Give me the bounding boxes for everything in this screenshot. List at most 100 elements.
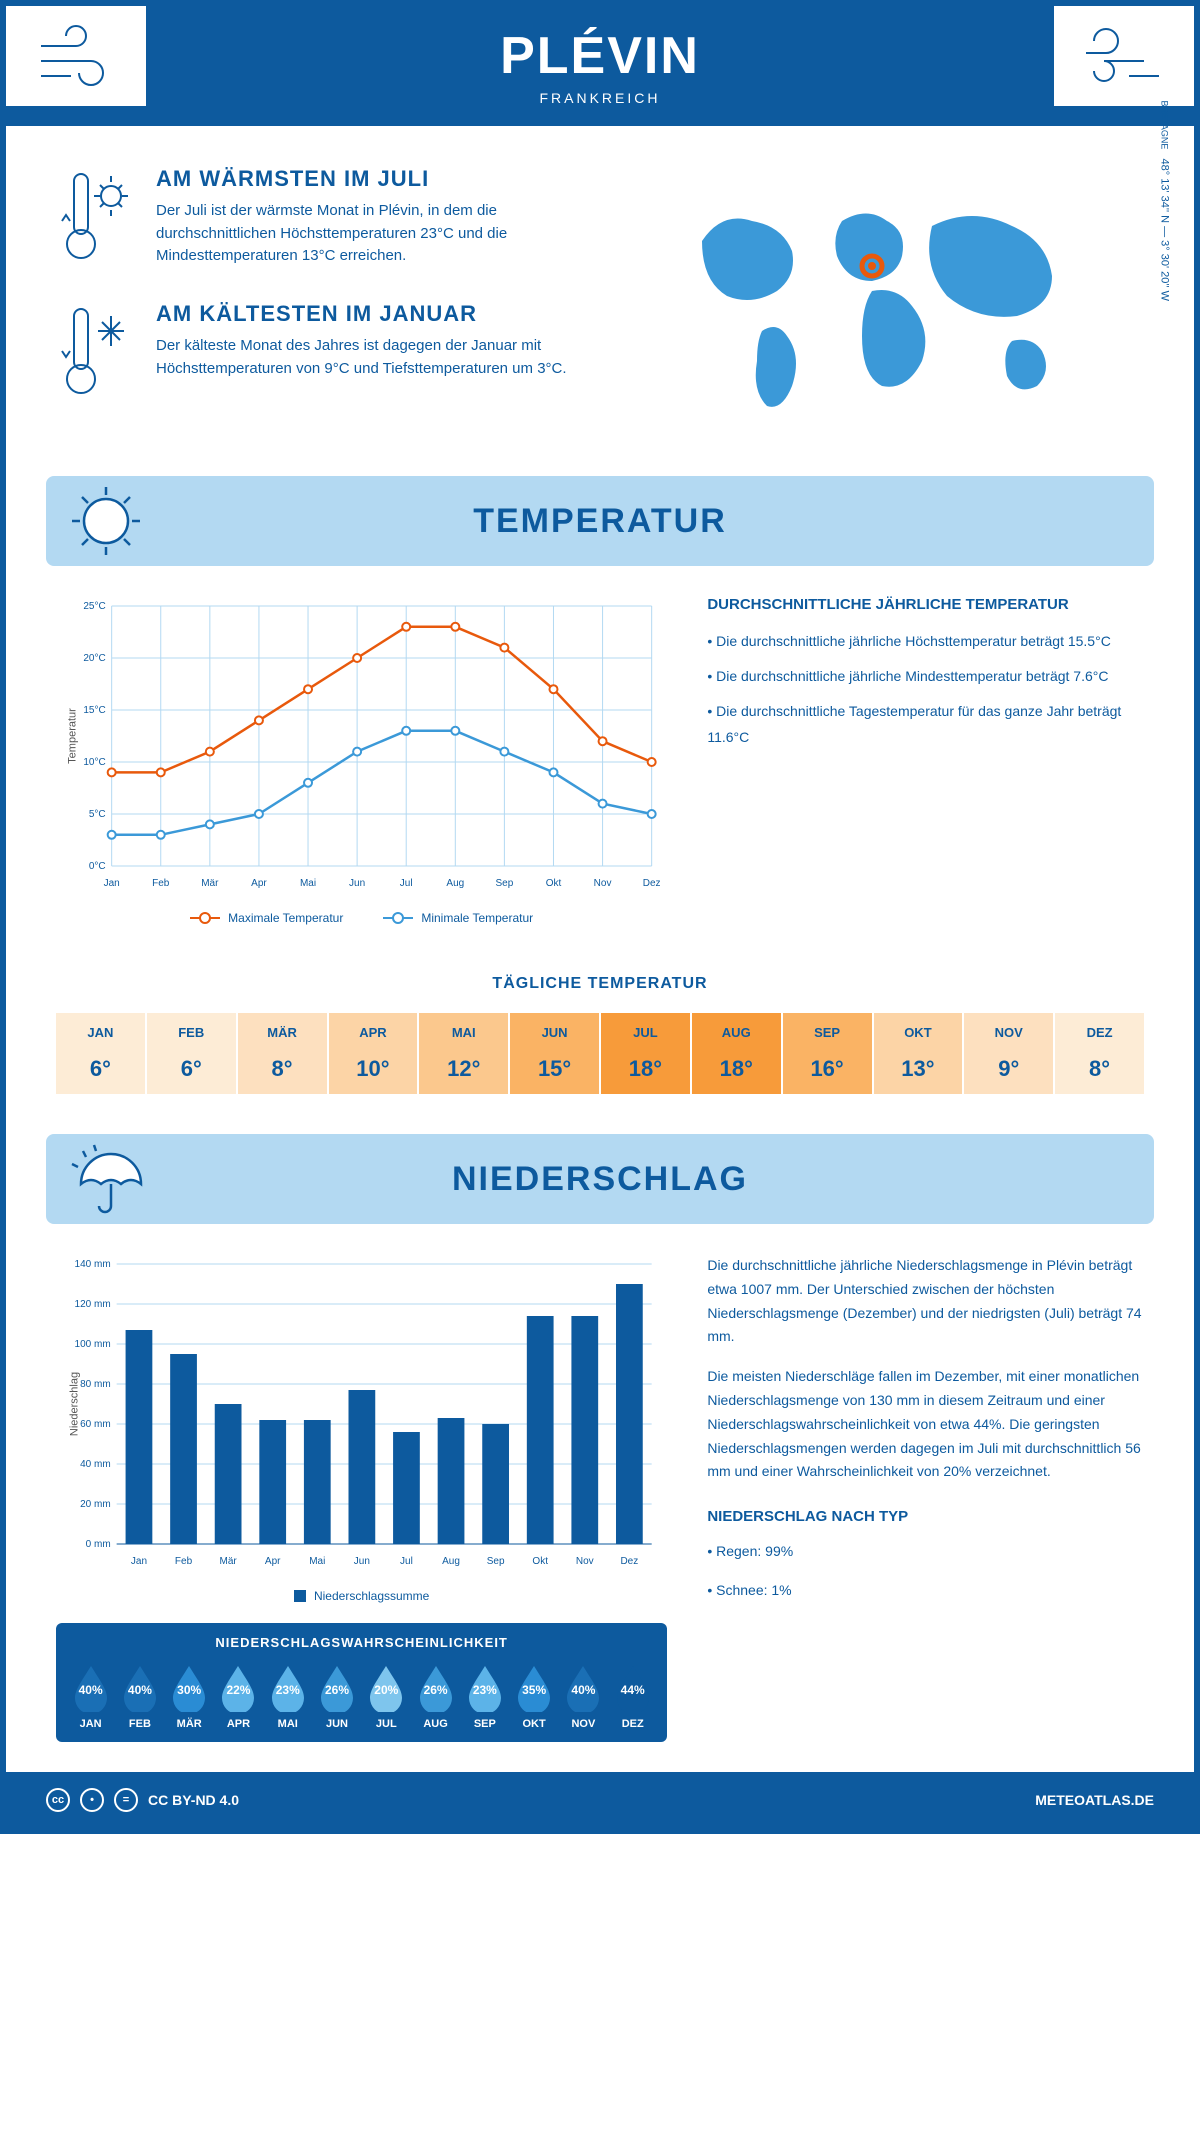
warmest-text: Der Juli ist der wärmste Monat in Plévin… bbox=[156, 200, 580, 268]
umbrella-icon bbox=[66, 1139, 146, 1219]
svg-text:Apr: Apr bbox=[265, 1556, 281, 1567]
temperature-line-chart: 0°C5°C10°C15°C20°C25°CJanFebMärAprMaiJun… bbox=[56, 596, 667, 925]
legend-precip: Niederschlagssumme bbox=[294, 1589, 429, 1603]
temp-text-1: • Die durchschnittliche jährliche Höchst… bbox=[707, 629, 1144, 654]
svg-text:Mär: Mär bbox=[220, 1556, 238, 1567]
precip-p2: Die meisten Niederschläge fallen im Deze… bbox=[707, 1365, 1144, 1484]
svg-text:Sep: Sep bbox=[495, 878, 513, 889]
svg-text:Jan: Jan bbox=[131, 1556, 147, 1567]
svg-text:40 mm: 40 mm bbox=[80, 1459, 111, 1470]
precip-probability-box: NIEDERSCHLAGSWAHRSCHEINLICHKEIT 40% JAN … bbox=[56, 1623, 667, 1742]
by-icon: • bbox=[80, 1788, 104, 1812]
temp-cell: AUG18° bbox=[692, 1013, 781, 1094]
prob-cell: 40% JAN bbox=[68, 1662, 113, 1730]
wind-deco-left bbox=[6, 6, 146, 106]
svg-text:Jan: Jan bbox=[104, 878, 120, 889]
daily-temp-grid: JAN6° FEB6° MÄR8° APR10° MAI12° JUN15° J… bbox=[56, 1013, 1144, 1094]
svg-text:15°C: 15°C bbox=[83, 705, 105, 716]
svg-text:120 mm: 120 mm bbox=[75, 1299, 111, 1310]
temp-cell: SEP16° bbox=[783, 1013, 872, 1094]
wind-deco-right bbox=[1054, 6, 1194, 106]
svg-text:Aug: Aug bbox=[446, 878, 464, 889]
svg-text:Sep: Sep bbox=[487, 1556, 505, 1567]
precipitation-bar-chart: 0 mm 20 mm 40 mm 60 mm 80 mm 100 mm 120 mm 140 … bbox=[56, 1254, 667, 1603]
header: PLÉVIN FRANKREICH bbox=[6, 6, 1194, 126]
temp-cell: APR10° bbox=[329, 1013, 418, 1094]
prob-cell: 30% MÄR bbox=[167, 1662, 212, 1730]
svg-text:Temperatur: Temperatur bbox=[67, 708, 79, 764]
precip-type-heading: NIEDERSCHLAG NACH TYP bbox=[707, 1504, 1144, 1530]
prob-cell: 35% OKT bbox=[511, 1662, 556, 1730]
svg-text:Mai: Mai bbox=[309, 1556, 325, 1567]
temp-text-2: • Die durchschnittliche jährliche Mindes… bbox=[707, 664, 1144, 689]
prob-cell: 26% JUN bbox=[314, 1662, 359, 1730]
warmest-title: AM WÄRMSTEN IM JULI bbox=[156, 166, 580, 192]
warmest-fact: AM WÄRMSTEN IM JULI Der Juli ist der wär… bbox=[56, 166, 580, 271]
svg-text:Apr: Apr bbox=[251, 878, 267, 889]
world-map: BRETAGNE 48° 13' 34'' N — 3° 30' 20'' W bbox=[620, 166, 1144, 436]
svg-text:80 mm: 80 mm bbox=[80, 1379, 111, 1390]
prob-cell: 23% SEP bbox=[462, 1662, 507, 1730]
temp-section-header: TEMPERATUR bbox=[46, 476, 1154, 566]
coldest-text: Der kälteste Monat des Jahres ist dagege… bbox=[156, 335, 580, 380]
precip-rain: • Regen: 99% bbox=[707, 1540, 1144, 1564]
site-name: METEOATLAS.DE bbox=[1035, 1792, 1154, 1808]
svg-text:140 mm: 140 mm bbox=[75, 1259, 111, 1270]
temp-cell: JAN6° bbox=[56, 1013, 145, 1094]
svg-text:Nov: Nov bbox=[594, 878, 612, 889]
coldest-title: AM KÄLTESTEN IM JANUAR bbox=[156, 301, 580, 327]
prob-cell: 40% NOV bbox=[561, 1662, 606, 1730]
temp-cell: JUL18° bbox=[601, 1013, 690, 1094]
svg-text:20 mm: 20 mm bbox=[80, 1499, 111, 1510]
precip-heading: NIEDERSCHLAG bbox=[452, 1160, 748, 1199]
svg-text:60 mm: 60 mm bbox=[80, 1419, 111, 1430]
svg-text:Mai: Mai bbox=[300, 878, 316, 889]
legend-max: .legend-item:nth-child(1) .legend-line::… bbox=[190, 911, 343, 925]
thermometer-cold-icon bbox=[56, 301, 136, 406]
prob-cell: 26% AUG bbox=[413, 1662, 458, 1730]
license-text: CC BY-ND 4.0 bbox=[148, 1792, 239, 1808]
svg-text:10°C: 10°C bbox=[83, 757, 105, 768]
coldest-fact: AM KÄLTESTEN IM JANUAR Der kälteste Mona… bbox=[56, 301, 580, 406]
svg-text:Jun: Jun bbox=[354, 1556, 370, 1567]
coordinates: BRETAGNE 48° 13' 34'' N — 3° 30' 20'' W bbox=[1158, 101, 1170, 301]
svg-text:Okt: Okt bbox=[532, 1556, 548, 1567]
svg-text:Nov: Nov bbox=[576, 1556, 594, 1567]
temp-cell: MAI12° bbox=[419, 1013, 508, 1094]
legend-min: .legend-item:nth-child(2) .legend-line::… bbox=[383, 911, 533, 925]
svg-text:5°C: 5°C bbox=[89, 809, 106, 820]
svg-text:Dez: Dez bbox=[620, 1556, 638, 1567]
prob-cell: 20% JUL bbox=[364, 1662, 409, 1730]
temp-cell: MÄR8° bbox=[238, 1013, 327, 1094]
temp-text-3: • Die durchschnittliche Tagestemperatur … bbox=[707, 699, 1144, 749]
svg-text:Jun: Jun bbox=[349, 878, 365, 889]
svg-text:0 mm: 0 mm bbox=[86, 1539, 111, 1550]
svg-text:Niederschlag: Niederschlag bbox=[69, 1372, 81, 1436]
cc-icon: cc bbox=[46, 1788, 70, 1812]
temp-cell: DEZ8° bbox=[1055, 1013, 1144, 1094]
svg-text:Jul: Jul bbox=[400, 878, 413, 889]
svg-text:Jul: Jul bbox=[400, 1556, 413, 1567]
svg-text:Dez: Dez bbox=[643, 878, 661, 889]
temp-cell: OKT13° bbox=[874, 1013, 963, 1094]
precip-snow: • Schnee: 1% bbox=[707, 1579, 1144, 1603]
temp-cell: NOV9° bbox=[964, 1013, 1053, 1094]
svg-text:Mär: Mär bbox=[201, 878, 219, 889]
precip-section-header: NIEDERSCHLAG bbox=[46, 1134, 1154, 1224]
page-subtitle: FRANKREICH bbox=[500, 90, 700, 106]
svg-text:20°C: 20°C bbox=[83, 653, 105, 664]
prob-title: NIEDERSCHLAGSWAHRSCHEINLICHKEIT bbox=[68, 1635, 655, 1650]
temp-cell: JUN15° bbox=[510, 1013, 599, 1094]
footer: cc • = CC BY-ND 4.0 METEOATLAS.DE bbox=[6, 1772, 1194, 1828]
sun-icon bbox=[66, 481, 146, 561]
temp-heading: TEMPERATUR bbox=[473, 502, 727, 541]
svg-text:0°C: 0°C bbox=[89, 861, 106, 872]
svg-text:Aug: Aug bbox=[442, 1556, 460, 1567]
temp-text-heading: DURCHSCHNITTLICHE JÄHRLICHE TEMPERATUR bbox=[707, 596, 1144, 613]
page-title: PLÉVIN bbox=[500, 26, 700, 86]
svg-text:100 mm: 100 mm bbox=[75, 1339, 111, 1350]
precip-p1: Die durchschnittliche jährliche Niedersc… bbox=[707, 1254, 1144, 1349]
prob-cell: 44% DEZ bbox=[610, 1662, 655, 1730]
temp-cell: FEB6° bbox=[147, 1013, 236, 1094]
nd-icon: = bbox=[114, 1788, 138, 1812]
